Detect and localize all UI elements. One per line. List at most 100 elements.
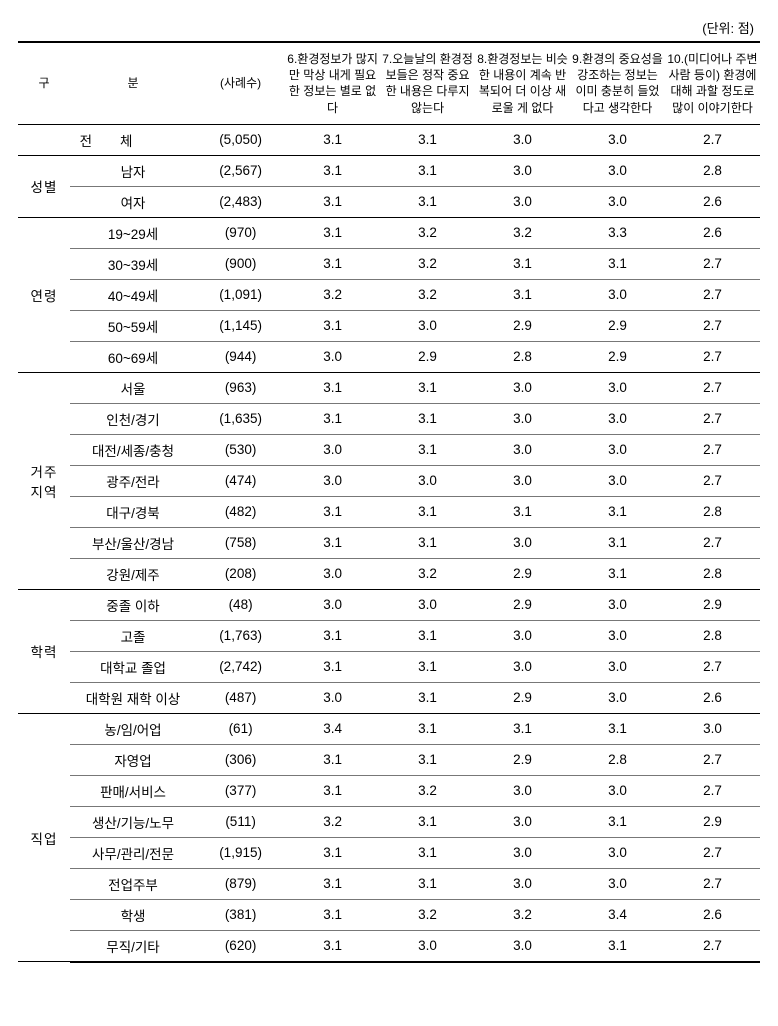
row-value: 2.7: [665, 434, 760, 465]
row-value: 3.0: [570, 434, 665, 465]
row-value: 3.1: [285, 155, 380, 186]
row-n: (511): [196, 806, 285, 837]
row-value: 2.9: [570, 310, 665, 341]
row-value: 3.0: [475, 620, 570, 651]
row-value: 2.7: [665, 372, 760, 403]
row-value: 2.7: [665, 837, 760, 868]
row-value: 3.1: [570, 930, 665, 962]
group-label: 성별: [18, 155, 70, 217]
row-value: 3.1: [570, 558, 665, 589]
table-row: 사무/관리/전문(1,915)3.13.13.03.02.7: [18, 837, 760, 868]
row-value: 3.1: [285, 217, 380, 248]
row-value: 3.1: [380, 713, 475, 744]
row-n: (381): [196, 899, 285, 930]
row-value: 3.1: [380, 155, 475, 186]
row-value: 3.2: [380, 775, 475, 806]
row-value: 3.0: [570, 403, 665, 434]
table-row: 학생(381)3.13.23.23.42.6: [18, 899, 760, 930]
row-n: (2,483): [196, 186, 285, 217]
row-value: 3.1: [570, 496, 665, 527]
row-subcategory: 19~29세: [70, 217, 196, 248]
row-value: 3.1: [285, 620, 380, 651]
header-col-9: 9.환경의 중요성을 강조하는 정보는 이미 충분히 들었다고 생각한다: [570, 42, 665, 124]
row-value: 3.1: [285, 527, 380, 558]
row-n: (900): [196, 248, 285, 279]
row-value: 3.0: [570, 589, 665, 620]
total-v3: 3.0: [570, 124, 665, 155]
row-value: 3.0: [380, 589, 475, 620]
row-subcategory: 60~69세: [70, 341, 196, 372]
header-col-10: 10.(미디어나 주변 사람 등이) 환경에 대해 과할 정도로 많이 이야기한…: [665, 42, 760, 124]
row-value: 3.1: [285, 186, 380, 217]
row-value: 2.7: [665, 310, 760, 341]
row-value: 3.1: [380, 651, 475, 682]
row-value: 2.7: [665, 868, 760, 899]
table-row: 부산/울산/경남(758)3.13.13.03.12.7: [18, 527, 760, 558]
table-row-total: 전체(5,050)3.13.13.03.02.7: [18, 124, 760, 155]
row-value: 3.2: [285, 279, 380, 310]
row-value: 2.7: [665, 527, 760, 558]
row-value: 3.1: [285, 930, 380, 962]
row-value: 3.1: [285, 775, 380, 806]
row-value: 2.7: [665, 651, 760, 682]
row-value: 3.0: [475, 868, 570, 899]
row-value: 2.8: [665, 496, 760, 527]
row-value: 3.1: [285, 899, 380, 930]
row-n: (474): [196, 465, 285, 496]
table-row: 무직/기타(620)3.13.03.03.12.7: [18, 930, 760, 962]
table-row: 직업농/임/어업(61)3.43.13.13.13.0: [18, 713, 760, 744]
table-row: 고졸(1,763)3.13.13.03.02.8: [18, 620, 760, 651]
row-n: (48): [196, 589, 285, 620]
row-value: 3.2: [380, 558, 475, 589]
row-subcategory: 남자: [70, 155, 196, 186]
row-value: 2.8: [570, 744, 665, 775]
row-value: 3.0: [380, 310, 475, 341]
row-subcategory: 인천/경기: [70, 403, 196, 434]
row-value: 3.0: [475, 155, 570, 186]
row-value: 3.1: [285, 403, 380, 434]
group-label: 연령: [18, 217, 70, 372]
table-row: 대학교 졸업(2,742)3.13.13.03.02.7: [18, 651, 760, 682]
row-value: 3.0: [380, 930, 475, 962]
row-value: 3.0: [475, 434, 570, 465]
row-n: (1,635): [196, 403, 285, 434]
row-value: 3.0: [285, 434, 380, 465]
row-subcategory: 자영업: [70, 744, 196, 775]
row-subcategory: 40~49세: [70, 279, 196, 310]
row-value: 3.0: [570, 682, 665, 713]
group-label: 거주 지역: [18, 372, 70, 589]
row-value: 3.0: [570, 279, 665, 310]
row-n: (208): [196, 558, 285, 589]
row-value: 2.6: [665, 217, 760, 248]
row-value: 2.6: [665, 899, 760, 930]
row-value: 3.1: [380, 434, 475, 465]
row-value: 3.1: [285, 744, 380, 775]
row-value: 3.0: [475, 775, 570, 806]
row-value: 3.0: [285, 682, 380, 713]
table-row: 50~59세(1,145)3.13.02.92.92.7: [18, 310, 760, 341]
row-value: 3.1: [285, 868, 380, 899]
row-value: 2.6: [665, 682, 760, 713]
table-row: 성별남자(2,567)3.13.13.03.02.8: [18, 155, 760, 186]
table-row: 대구/경북(482)3.13.13.13.12.8: [18, 496, 760, 527]
row-n: (1,915): [196, 837, 285, 868]
total-n: (5,050): [196, 124, 285, 155]
table-row: 인천/경기(1,635)3.13.13.03.02.7: [18, 403, 760, 434]
row-value: 3.1: [570, 248, 665, 279]
header-col-7: 7.오늘날의 환경정보들은 정작 중요한 내용은 다루지 않는다: [380, 42, 475, 124]
row-value: 3.1: [285, 837, 380, 868]
row-n: (377): [196, 775, 285, 806]
row-value: 3.0: [475, 837, 570, 868]
row-value: 3.0: [380, 465, 475, 496]
row-value: 2.9: [380, 341, 475, 372]
row-n: (306): [196, 744, 285, 775]
group-label: 직업: [18, 713, 70, 962]
table-row: 30~39세(900)3.13.23.13.12.7: [18, 248, 760, 279]
row-value: 2.7: [665, 279, 760, 310]
row-n: (620): [196, 930, 285, 962]
row-subcategory: 30~39세: [70, 248, 196, 279]
row-subcategory: 생산/기능/노무: [70, 806, 196, 837]
row-value: 3.1: [285, 651, 380, 682]
row-value: 3.0: [475, 806, 570, 837]
row-value: 3.0: [570, 620, 665, 651]
